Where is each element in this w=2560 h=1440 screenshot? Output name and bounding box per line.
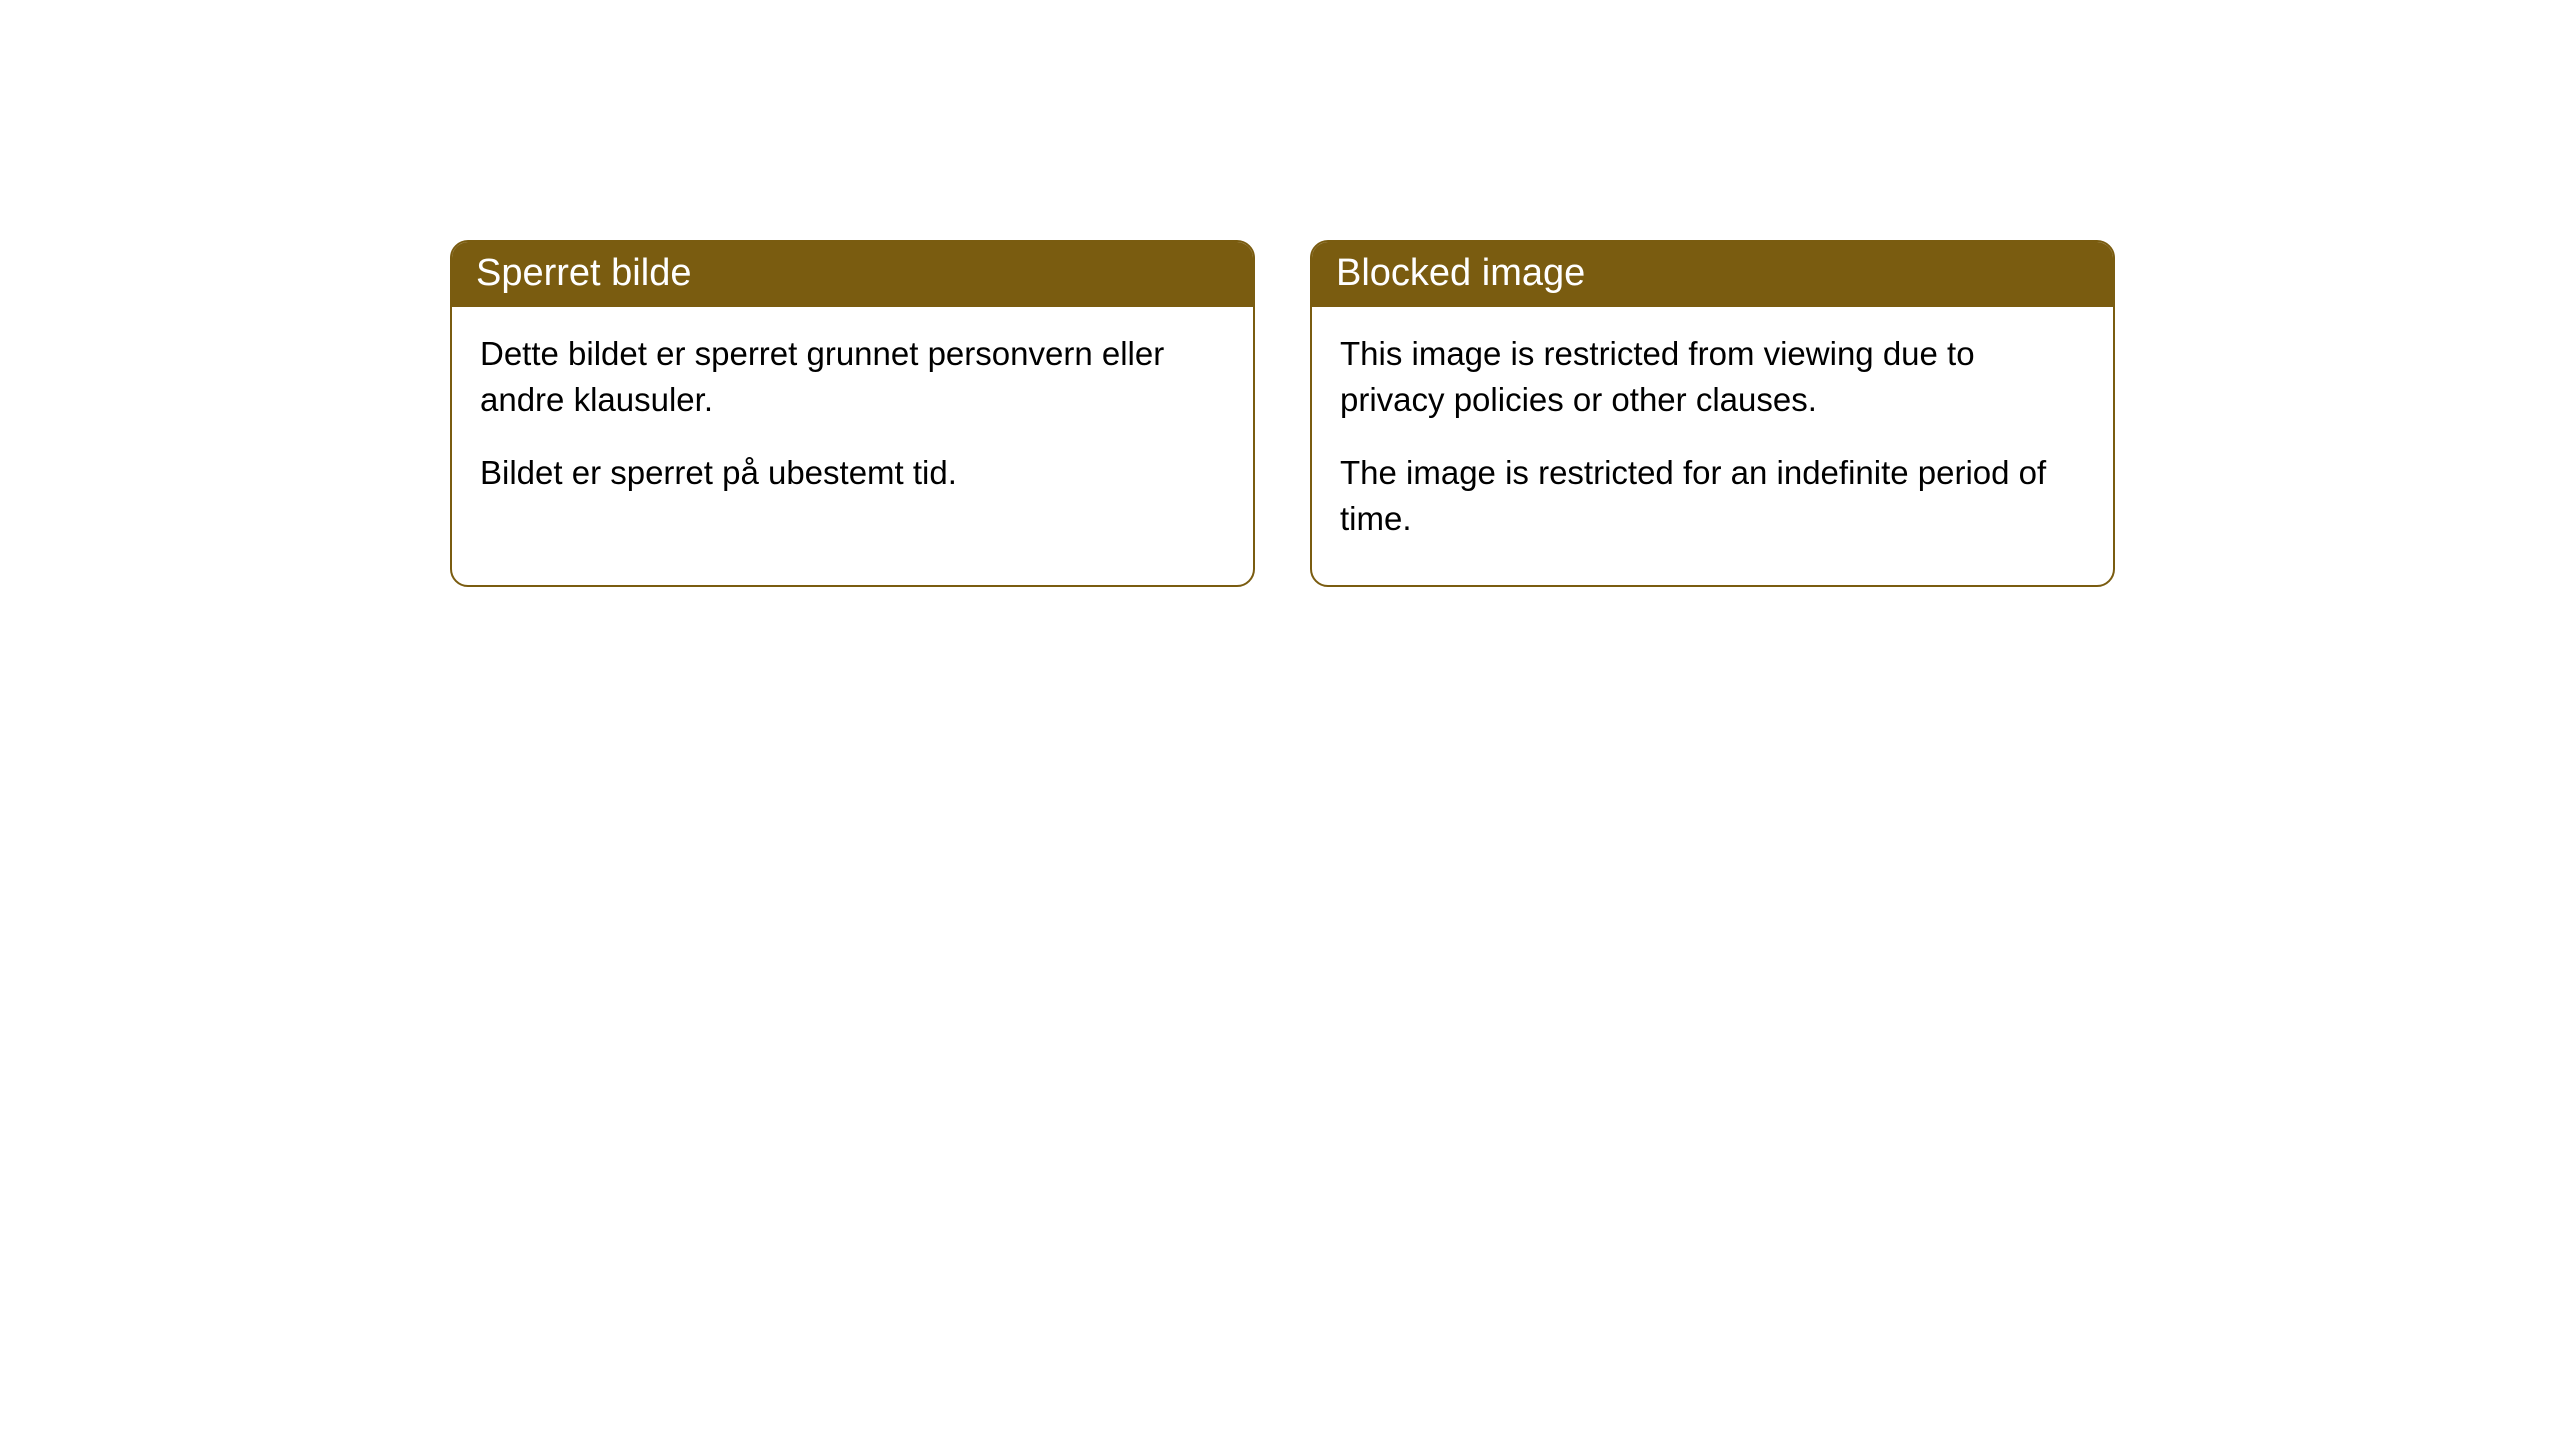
card-title: Sperret bilde [476, 252, 691, 294]
card-paragraph: Dette bildet er sperret grunnet personve… [480, 331, 1225, 422]
card-body: Dette bildet er sperret grunnet personve… [452, 307, 1253, 540]
card-paragraph: This image is restricted from viewing du… [1340, 331, 2085, 422]
notice-card-norwegian: Sperret bilde Dette bildet er sperret gr… [450, 240, 1255, 587]
card-title: Blocked image [1336, 252, 1585, 294]
card-paragraph: Bildet er sperret på ubestemt tid. [480, 450, 1225, 496]
card-header: Blocked image [1312, 242, 2113, 307]
card-body: This image is restricted from viewing du… [1312, 307, 2113, 585]
card-paragraph: The image is restricted for an indefinit… [1340, 450, 2085, 541]
card-header: Sperret bilde [452, 242, 1253, 307]
notice-card-english: Blocked image This image is restricted f… [1310, 240, 2115, 587]
notice-cards-container: Sperret bilde Dette bildet er sperret gr… [450, 240, 2115, 587]
